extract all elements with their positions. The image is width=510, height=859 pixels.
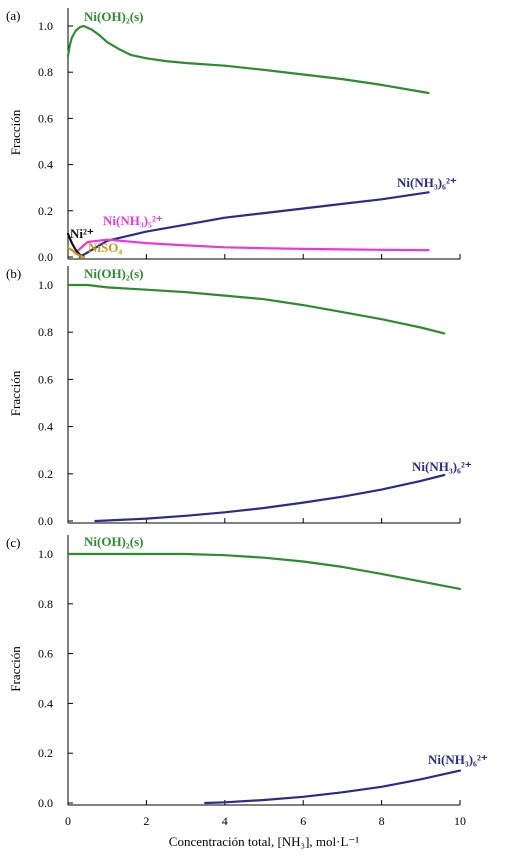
panel-1: (a) 0.0 0.2 0.4 0.6 0.8 1.0 Fracción Ni(OH)₂(s) N… xyxy=(6,8,461,264)
y-tick-label: 1.0 xyxy=(38,278,53,292)
series-label: Ni²⁺ xyxy=(70,226,94,241)
series-label: Ni(NH₃)₅²⁺ xyxy=(103,213,163,228)
series-label: Ni(OH)₂(s) xyxy=(84,9,144,24)
y-tick-label: 0.6 xyxy=(38,372,53,386)
panel-label: (a) xyxy=(6,8,20,23)
y-tick-label: 0.2 xyxy=(38,467,53,481)
y-tick-label: 0.8 xyxy=(38,65,53,79)
y-axis-label: Fracción xyxy=(8,109,23,155)
panel-label: (c) xyxy=(6,535,20,550)
y-tick-label: 0.6 xyxy=(38,647,53,661)
y-tick-label: 0.4 xyxy=(38,696,53,710)
y-tick-label: 0.8 xyxy=(38,325,53,339)
y-axis-label: Fracción xyxy=(8,646,23,692)
y-tick-label: 0.2 xyxy=(38,204,53,218)
series-line xyxy=(74,238,430,254)
y-tick-label: 0.4 xyxy=(38,420,53,434)
y-tick-label: 1.0 xyxy=(38,547,53,561)
y-tick-label: 1.0 xyxy=(38,19,53,33)
x-tick-label: 2 xyxy=(143,814,149,828)
series-line xyxy=(66,552,462,591)
series-line xyxy=(94,473,446,523)
series-label: Ni(OH)₂(s) xyxy=(84,266,144,281)
y-tick-label: 0.0 xyxy=(38,796,53,810)
series-line xyxy=(66,24,430,95)
y-tick-label: 0.2 xyxy=(38,746,53,760)
series-label: Ni(NH₃)₆²⁺ xyxy=(428,752,488,767)
x-tick-label: 8 xyxy=(379,814,385,828)
series-line xyxy=(78,191,430,259)
x-axis-label: Concentración total, [NH₃], mol·L⁻¹ xyxy=(169,834,359,849)
panel-label: (b) xyxy=(6,266,21,281)
y-tick-label: 0.8 xyxy=(38,597,53,611)
x-tick-label: 0 xyxy=(65,814,71,828)
series-line xyxy=(66,246,85,259)
panel-2: (b) 0.0 0.2 0.4 0.6 0.8 1.0 Fracción Ni(OH)₂(s) N… xyxy=(6,266,472,528)
series-label: NiSO₄ xyxy=(88,240,122,255)
y-tick-label: 0.0 xyxy=(38,250,53,264)
series-line xyxy=(204,769,462,805)
y-axis-label: Fracción xyxy=(8,370,23,416)
series-label: Ni(OH)₂(s) xyxy=(84,534,144,549)
series-label: Ni(NH₃)₆²⁺ xyxy=(412,459,472,474)
series-line xyxy=(66,283,446,335)
y-tick-label: 0.4 xyxy=(38,158,53,172)
panel-3: (c) 0.0 0.2 0.4 0.6 0.8 1.0 0 2 4 6 8 10 Fracción Ni(O… xyxy=(6,534,488,828)
x-tick-label: 6 xyxy=(300,814,306,828)
y-tick-label: 0.0 xyxy=(38,514,53,528)
series-label: Ni(NH₃)₆²⁺ xyxy=(397,175,457,190)
y-tick-label: 0.6 xyxy=(38,111,53,125)
x-tick-label: 4 xyxy=(222,814,228,828)
x-tick-label: 10 xyxy=(454,814,466,828)
chart-panels: (a) 0.0 0.2 0.4 0.6 0.8 1.0 Fracción Ni(OH)₂(s) N… xyxy=(6,8,488,828)
